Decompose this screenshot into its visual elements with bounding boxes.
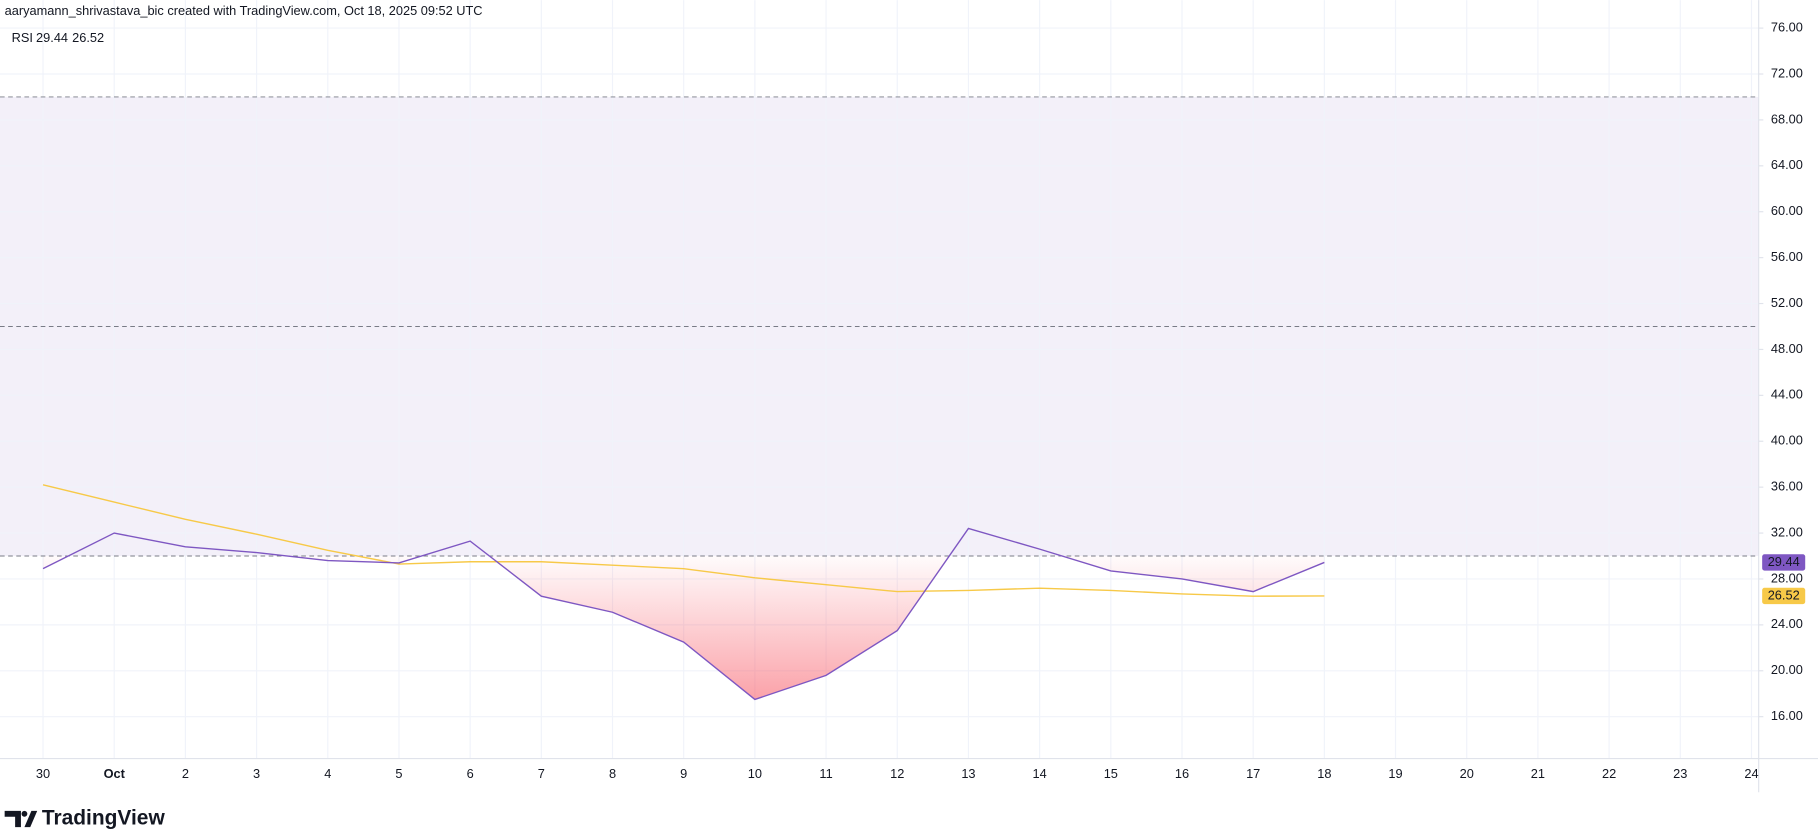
x-tick-label: 11 [819,766,832,781]
price-badge [1762,587,1806,605]
x-tick-label: 20 [1460,766,1474,781]
x-tick-label: 24 [1744,766,1758,781]
x-tick-label: 7 [538,766,545,781]
x-tick-label: 13 [961,766,975,781]
logo-mark [4,810,38,828]
y-tick-label: 60.00 [1771,203,1803,218]
x-tick-label: 16 [1175,766,1189,781]
x-tick-label: 9 [680,766,687,781]
header-text: aaryamann_shrivastava_bic created with T… [5,3,483,18]
x-tick-label: 4 [324,766,331,781]
indicator-name: RSI [12,30,33,45]
x-tick-label: 6 [467,766,474,781]
series-line [42,527,1325,701]
x-tick-label: 8 [609,766,616,781]
legend-value: 26.52 [72,30,104,45]
price-badge [1762,554,1806,571]
y-tick-label: 24.00 [1771,616,1803,631]
price-badge-label: 26.52 [1768,587,1800,602]
x-tick-label: 22 [1602,766,1616,781]
y-tick-label: 48.00 [1771,341,1803,356]
x-tick-label: Oct [104,766,126,781]
x-tick-label: 17 [1246,766,1260,781]
grid-layer [0,0,1759,759]
y-tick-label: 32.00 [1771,524,1803,539]
x-tick-label: 3 [253,766,260,781]
y-tick-label: 16.00 [1771,708,1803,723]
y-tick-label: 20.00 [1771,662,1803,677]
y-tick-label: 64.00 [1771,157,1803,172]
marks-layer [42,484,1325,701]
y-tick-label: 76.00 [1771,19,1803,34]
logo-dot [21,810,28,817]
x-tick-label: 21 [1531,766,1545,781]
x-tick-label: 2 [182,766,189,781]
oversold-fill [43,556,1325,700]
x-tick-label: 14 [1033,766,1047,781]
x-tick-label: 15 [1104,766,1118,781]
y-tick-label: 52.00 [1771,295,1803,310]
series-line [42,484,1325,597]
x-tick-label: 18 [1317,766,1331,781]
legend-value: 29.44 [36,30,68,45]
y-tick-label: 28.00 [1771,570,1803,585]
y-tick-label: 72.00 [1771,65,1803,80]
brand-logo [4,810,38,828]
brand: TradingView [42,807,166,830]
y-tick-label: 44.00 [1771,387,1803,402]
x-tick-label: 10 [748,766,762,781]
y-tick-label: 56.00 [1771,249,1803,264]
x-tick-label: 5 [395,766,402,781]
price-badge-label: 29.44 [1768,554,1800,569]
x-tick-label: 12 [890,766,904,781]
y-tick-label: 68.00 [1771,111,1803,126]
x-tick-label: 19 [1388,766,1402,781]
x-tick-label: 23 [1673,766,1687,781]
y-tick-label: 36.00 [1771,479,1803,494]
y-tick-label: 40.00 [1771,433,1803,448]
x-tick-label: 30 [36,766,50,781]
